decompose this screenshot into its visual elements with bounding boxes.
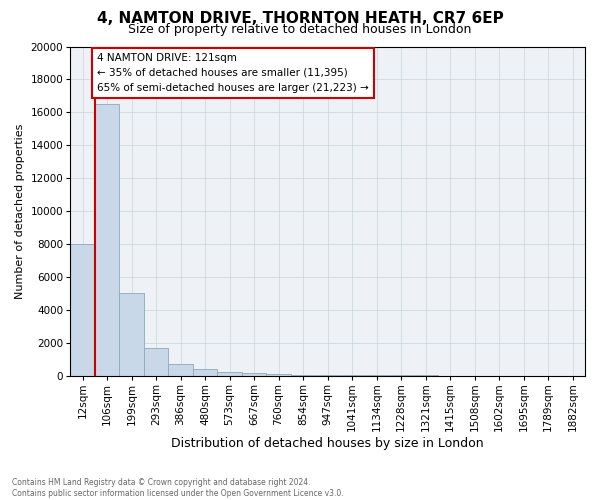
- Bar: [316, 375, 340, 376]
- Bar: [144, 348, 168, 376]
- Y-axis label: Number of detached properties: Number of detached properties: [15, 124, 25, 299]
- Text: 4 NAMTON DRIVE: 121sqm
← 35% of detached houses are smaller (11,395)
65% of semi: 4 NAMTON DRIVE: 121sqm ← 35% of detached…: [97, 53, 369, 92]
- Text: Contains HM Land Registry data © Crown copyright and database right 2024.
Contai: Contains HM Land Registry data © Crown c…: [12, 478, 344, 498]
- Bar: [242, 374, 266, 376]
- Bar: [217, 372, 242, 376]
- Bar: [266, 374, 291, 376]
- X-axis label: Distribution of detached houses by size in London: Distribution of detached houses by size …: [172, 437, 484, 450]
- Bar: [291, 374, 316, 376]
- Bar: [193, 369, 217, 376]
- Bar: [168, 364, 193, 376]
- Text: 4, NAMTON DRIVE, THORNTON HEATH, CR7 6EP: 4, NAMTON DRIVE, THORNTON HEATH, CR7 6EP: [97, 11, 503, 26]
- Bar: [70, 244, 95, 376]
- Bar: [119, 294, 144, 376]
- Text: Size of property relative to detached houses in London: Size of property relative to detached ho…: [128, 22, 472, 36]
- Bar: [95, 104, 119, 376]
- Bar: [340, 375, 364, 376]
